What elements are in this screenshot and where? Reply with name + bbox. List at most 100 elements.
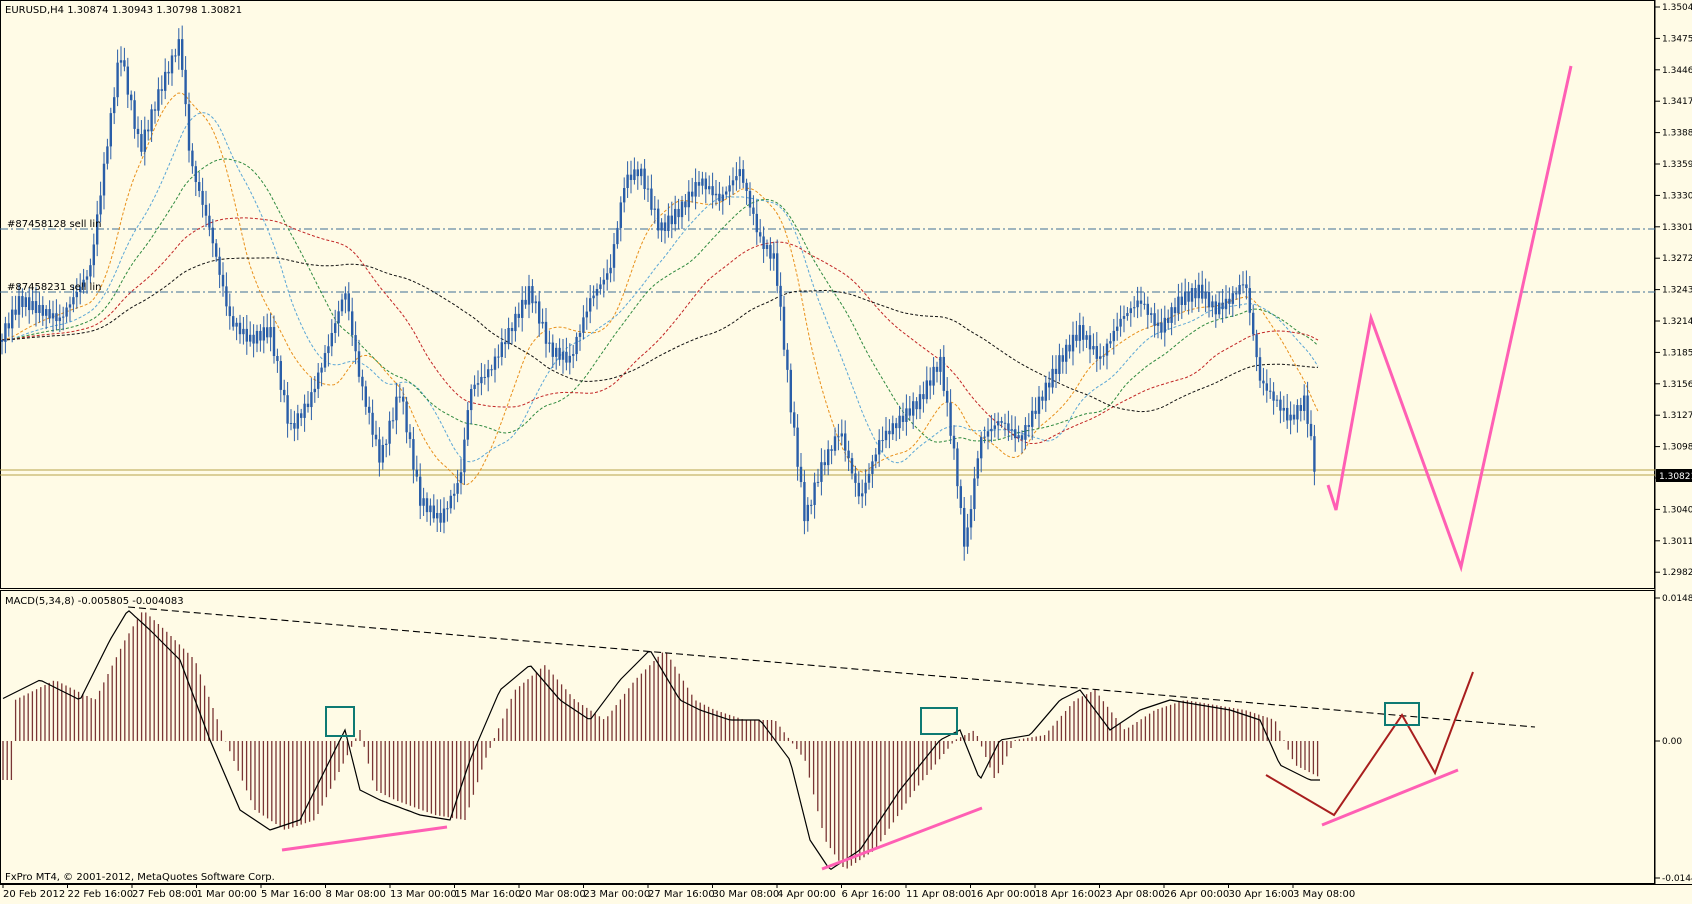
- candle-body: [966, 527, 969, 547]
- candle-body: [1085, 335, 1088, 340]
- candle-body: [351, 311, 354, 336]
- candle-body: [538, 301, 541, 324]
- candle-body: [844, 433, 847, 451]
- candle-body: [153, 109, 157, 111]
- candle-body: [1248, 288, 1251, 313]
- order-line-1-label: #87458128 sell lin: [7, 219, 101, 230]
- annotation-box-1[interactable]: [325, 706, 355, 737]
- candle-body: [1007, 423, 1010, 431]
- candle-body: [157, 89, 160, 111]
- price-tick-label: 1.34750: [1662, 34, 1692, 44]
- candle-body: [55, 313, 58, 322]
- candle-body: [167, 71, 170, 74]
- candle-body: [694, 182, 697, 197]
- candle-body: [1031, 410, 1034, 427]
- candle-body: [388, 420, 391, 444]
- price-forecast-zigzag[interactable]: [1326, 65, 1573, 573]
- macd-trendline[interactable]: [127, 606, 1536, 728]
- candle-body: [130, 94, 133, 101]
- price-tick-label: 1.33300: [1662, 191, 1692, 201]
- time-tick-label: 30 Apr 16:00: [1229, 889, 1294, 900]
- divergence-line-1[interactable]: [281, 825, 448, 852]
- candle-body: [391, 420, 395, 422]
- candle-body: [1289, 414, 1292, 421]
- candle-body: [1201, 284, 1204, 299]
- candle-body: [1133, 307, 1136, 309]
- candle-body: [1068, 344, 1071, 352]
- candle-body: [762, 236, 765, 249]
- price-tick-label: 1.29820: [1662, 568, 1692, 578]
- candle-body: [599, 284, 602, 289]
- moving-average-line: [1, 217, 1319, 445]
- candle-body: [725, 191, 728, 195]
- candle-body: [215, 243, 218, 257]
- candle-body: [810, 504, 813, 506]
- candle-body: [548, 342, 551, 344]
- candle-body: [1082, 325, 1085, 340]
- candle-body: [442, 508, 446, 523]
- candle-body: [952, 435, 956, 449]
- candle-body: [612, 244, 616, 268]
- candle-body: [1167, 317, 1170, 323]
- candle-body: [357, 351, 361, 377]
- candle-body: [908, 408, 911, 416]
- candle-body: [398, 396, 401, 398]
- candle-body: [956, 448, 959, 487]
- candle-body: [1014, 429, 1017, 439]
- current-price-label: 1.30821: [1659, 472, 1692, 482]
- candle-body: [759, 232, 762, 237]
- candle-body: [300, 413, 303, 418]
- macd-axis-bottom: -0.014402: [1662, 874, 1692, 884]
- candle-body: [1306, 395, 1309, 424]
- candle-body: [208, 215, 211, 228]
- divergence-line-3[interactable]: [1321, 768, 1459, 827]
- price-tick-label: 1.33010: [1662, 223, 1692, 233]
- time-tick-label: 3 May 08:00: [1293, 889, 1355, 900]
- price-axis[interactable]: 1.35040 1.34750 1.34460 1.34170 1.33880 1.335…: [1655, 3, 1692, 578]
- candle-body: [1190, 288, 1194, 302]
- candle-body: [106, 146, 109, 164]
- candle-body: [755, 213, 758, 233]
- candle-body: [405, 401, 408, 433]
- annotation-box-3[interactable]: [1384, 702, 1420, 726]
- candle-body: [782, 306, 786, 350]
- candle-body: [354, 335, 357, 352]
- candle-body: [177, 39, 180, 56]
- candle-body: [466, 410, 469, 440]
- candle-body: [976, 458, 979, 479]
- candle-body: [874, 454, 877, 462]
- time-tick-label: 16 Apr 00:00: [971, 889, 1036, 900]
- candle-body: [1235, 293, 1238, 295]
- candle-body: [79, 286, 82, 293]
- candle-body: [412, 439, 415, 470]
- candle-body: [670, 215, 673, 225]
- candle-body: [303, 403, 306, 418]
- divergence-line-2[interactable]: [821, 806, 983, 871]
- candle-body: [1184, 291, 1187, 305]
- candle-body: [259, 330, 262, 341]
- macd-forecast-zigzag[interactable]: [1265, 671, 1474, 817]
- time-tick-label: 23 Apr 08:00: [1100, 889, 1165, 900]
- candle-body: [1136, 300, 1139, 308]
- candle-body: [1194, 288, 1197, 299]
- candle-body: [1265, 383, 1268, 391]
- candle-body: [932, 366, 935, 386]
- candle-body: [1054, 368, 1058, 374]
- macd-panel-header: MACD(5,34,8) -0.005805 -0.004083: [5, 596, 184, 607]
- candle-body: [51, 313, 55, 319]
- candle-body: [1065, 344, 1068, 362]
- moving-averages: [1, 92, 1319, 486]
- candle-body: [993, 425, 996, 429]
- candle-body: [1160, 322, 1163, 333]
- candle-body: [1211, 301, 1214, 308]
- candle-body: [89, 265, 92, 277]
- annotation-box-2[interactable]: [920, 707, 958, 735]
- candle-body: [113, 97, 116, 114]
- candle-body: [1197, 284, 1200, 299]
- candle-body: [1088, 335, 1092, 350]
- candle-body: [595, 288, 599, 296]
- candle-body: [789, 369, 792, 413]
